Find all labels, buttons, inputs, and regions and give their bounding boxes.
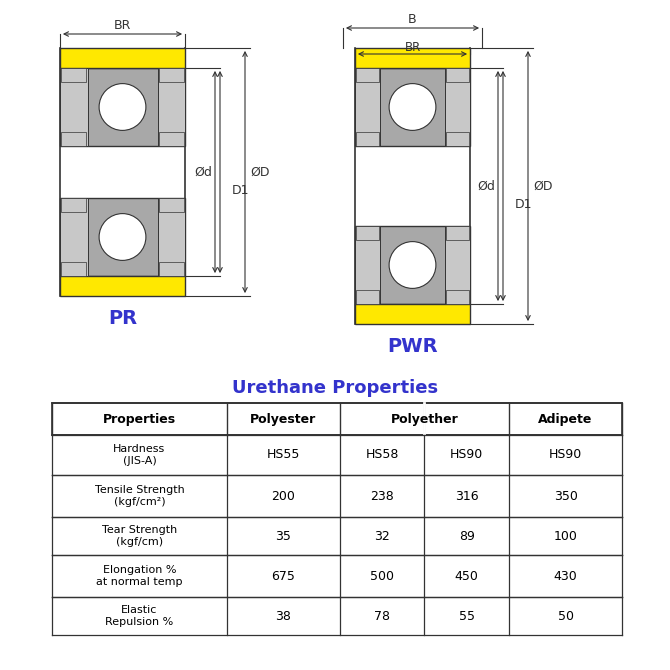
Bar	[355, 68, 381, 146]
Text: BR: BR	[405, 40, 421, 54]
Bar	[159, 262, 184, 276]
Bar	[62, 262, 86, 276]
Text: Tensile Strength
(kgf/cm²): Tensile Strength (kgf/cm²)	[94, 485, 184, 507]
Bar	[52, 403, 622, 435]
Text: 32: 32	[375, 529, 390, 543]
Bar	[445, 226, 470, 304]
Text: 89: 89	[459, 529, 475, 543]
Text: 100: 100	[553, 529, 578, 543]
Text: 430: 430	[553, 570, 578, 582]
Bar	[446, 132, 469, 146]
Bar	[356, 68, 379, 82]
Text: 675: 675	[271, 570, 295, 582]
Text: 78: 78	[374, 610, 390, 622]
Bar	[157, 68, 185, 146]
Bar	[52, 475, 622, 517]
Bar	[356, 290, 379, 304]
Bar	[445, 68, 470, 146]
Text: PWR: PWR	[387, 336, 438, 356]
Bar	[52, 555, 622, 597]
Text: BR: BR	[114, 19, 131, 31]
Text: 200: 200	[271, 490, 295, 502]
Bar	[356, 132, 379, 146]
Text: Properties: Properties	[103, 413, 176, 425]
Text: 55: 55	[459, 610, 475, 622]
Text: HS58: HS58	[365, 448, 399, 462]
Text: HS90: HS90	[450, 448, 484, 462]
Text: 316: 316	[455, 490, 478, 502]
Bar	[157, 198, 185, 276]
Text: Hardness
(JIS-A): Hardness (JIS-A)	[113, 444, 165, 466]
Text: Ød: Ød	[194, 165, 212, 178]
Text: B: B	[408, 13, 417, 25]
Bar	[355, 48, 470, 68]
Text: Tear Strength
(kgf/cm): Tear Strength (kgf/cm)	[102, 525, 177, 547]
Circle shape	[99, 84, 146, 131]
Text: PR: PR	[108, 308, 137, 328]
Bar	[356, 226, 379, 240]
Bar	[159, 132, 184, 146]
Text: 38: 38	[275, 610, 291, 622]
Text: D1: D1	[515, 198, 533, 210]
Bar	[159, 198, 184, 212]
Bar	[62, 198, 86, 212]
Bar	[446, 68, 469, 82]
Bar	[446, 226, 469, 240]
Bar	[62, 68, 86, 82]
Bar	[355, 68, 470, 146]
Circle shape	[389, 84, 436, 131]
Bar	[52, 435, 622, 475]
Bar	[159, 68, 184, 82]
Text: Adipete: Adipete	[539, 413, 593, 425]
Bar	[60, 198, 88, 276]
Text: Elongation %
at normal temp: Elongation % at normal temp	[96, 565, 183, 587]
Bar	[52, 597, 622, 635]
Text: HS55: HS55	[267, 448, 300, 462]
Text: ØD: ØD	[533, 180, 553, 192]
Bar	[62, 132, 86, 146]
Text: ØD: ØD	[250, 165, 269, 178]
Text: Polyether: Polyether	[391, 413, 458, 425]
Bar	[60, 276, 185, 296]
Circle shape	[389, 242, 436, 288]
Text: 35: 35	[275, 529, 291, 543]
Text: Elastic
Repulsion %: Elastic Repulsion %	[105, 605, 174, 627]
Bar	[52, 517, 622, 555]
Bar	[60, 68, 185, 146]
Bar	[446, 290, 469, 304]
Bar	[60, 198, 185, 276]
Text: 500: 500	[370, 570, 394, 582]
Text: D1: D1	[232, 184, 249, 196]
Bar	[60, 68, 88, 146]
Text: HS90: HS90	[549, 448, 582, 462]
Bar	[355, 304, 470, 324]
Text: 350: 350	[553, 490, 578, 502]
Circle shape	[99, 214, 146, 261]
Bar	[355, 226, 470, 304]
Text: Polyester: Polyester	[251, 413, 316, 425]
Text: 450: 450	[455, 570, 479, 582]
Text: 238: 238	[371, 490, 394, 502]
Bar	[355, 226, 381, 304]
Text: Urethane Properties: Urethane Properties	[232, 379, 438, 397]
Bar	[60, 48, 185, 68]
Text: 50: 50	[557, 610, 574, 622]
Text: Ød: Ød	[477, 180, 495, 192]
